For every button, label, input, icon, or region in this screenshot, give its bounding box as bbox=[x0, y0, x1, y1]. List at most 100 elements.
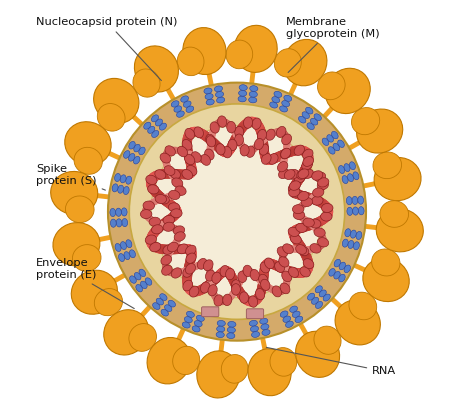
Ellipse shape bbox=[260, 318, 268, 324]
Ellipse shape bbox=[112, 184, 118, 192]
Ellipse shape bbox=[350, 230, 356, 238]
Ellipse shape bbox=[185, 263, 195, 274]
Ellipse shape bbox=[218, 116, 227, 127]
Ellipse shape bbox=[353, 172, 359, 180]
Ellipse shape bbox=[277, 162, 288, 172]
Ellipse shape bbox=[238, 271, 247, 282]
Ellipse shape bbox=[205, 149, 214, 160]
Ellipse shape bbox=[145, 278, 152, 285]
Ellipse shape bbox=[206, 134, 215, 145]
Ellipse shape bbox=[246, 146, 255, 157]
Ellipse shape bbox=[308, 293, 315, 300]
Ellipse shape bbox=[182, 322, 190, 328]
Ellipse shape bbox=[192, 326, 200, 332]
Ellipse shape bbox=[153, 303, 160, 309]
Ellipse shape bbox=[380, 201, 409, 227]
Ellipse shape bbox=[342, 175, 348, 184]
Ellipse shape bbox=[214, 86, 222, 92]
Ellipse shape bbox=[250, 270, 259, 281]
Ellipse shape bbox=[339, 262, 346, 270]
Ellipse shape bbox=[288, 267, 299, 277]
Ellipse shape bbox=[206, 136, 216, 147]
Ellipse shape bbox=[171, 101, 179, 107]
Ellipse shape bbox=[283, 39, 327, 86]
Ellipse shape bbox=[146, 175, 157, 185]
Ellipse shape bbox=[129, 250, 136, 258]
Ellipse shape bbox=[243, 265, 252, 277]
Ellipse shape bbox=[303, 218, 314, 227]
Ellipse shape bbox=[140, 210, 152, 219]
Ellipse shape bbox=[221, 355, 248, 383]
Ellipse shape bbox=[150, 242, 161, 252]
Ellipse shape bbox=[140, 281, 147, 289]
Ellipse shape bbox=[274, 48, 301, 77]
Ellipse shape bbox=[71, 270, 118, 314]
Ellipse shape bbox=[139, 269, 146, 277]
Ellipse shape bbox=[319, 290, 326, 297]
Ellipse shape bbox=[155, 170, 166, 179]
Ellipse shape bbox=[272, 286, 282, 297]
Ellipse shape bbox=[212, 272, 221, 284]
Ellipse shape bbox=[358, 196, 364, 204]
Ellipse shape bbox=[124, 252, 130, 260]
Ellipse shape bbox=[250, 85, 258, 91]
Ellipse shape bbox=[311, 196, 323, 205]
Ellipse shape bbox=[281, 148, 291, 159]
Ellipse shape bbox=[353, 207, 358, 215]
Ellipse shape bbox=[334, 271, 340, 279]
Ellipse shape bbox=[250, 326, 258, 332]
Ellipse shape bbox=[65, 122, 111, 166]
FancyBboxPatch shape bbox=[246, 309, 264, 319]
Ellipse shape bbox=[167, 242, 178, 252]
Ellipse shape bbox=[104, 310, 149, 355]
Ellipse shape bbox=[116, 208, 121, 216]
Ellipse shape bbox=[155, 119, 163, 126]
Ellipse shape bbox=[163, 222, 174, 231]
Ellipse shape bbox=[248, 349, 291, 396]
Ellipse shape bbox=[156, 298, 164, 305]
Ellipse shape bbox=[268, 154, 278, 164]
Ellipse shape bbox=[292, 311, 300, 317]
Ellipse shape bbox=[129, 323, 156, 351]
Ellipse shape bbox=[282, 101, 290, 107]
Ellipse shape bbox=[194, 321, 202, 327]
Ellipse shape bbox=[303, 157, 313, 166]
Ellipse shape bbox=[152, 225, 163, 234]
Ellipse shape bbox=[296, 223, 307, 233]
Ellipse shape bbox=[356, 109, 403, 153]
Ellipse shape bbox=[274, 91, 282, 97]
Ellipse shape bbox=[139, 147, 145, 155]
Ellipse shape bbox=[318, 178, 329, 187]
Ellipse shape bbox=[298, 169, 309, 178]
Ellipse shape bbox=[220, 266, 229, 277]
Ellipse shape bbox=[228, 321, 236, 327]
Ellipse shape bbox=[284, 170, 295, 180]
Ellipse shape bbox=[160, 153, 171, 163]
Ellipse shape bbox=[228, 139, 237, 151]
Ellipse shape bbox=[290, 306, 298, 312]
Ellipse shape bbox=[206, 99, 214, 105]
Ellipse shape bbox=[260, 262, 270, 273]
Ellipse shape bbox=[126, 240, 132, 248]
Ellipse shape bbox=[238, 96, 246, 102]
Ellipse shape bbox=[296, 245, 307, 254]
Ellipse shape bbox=[135, 46, 178, 92]
Ellipse shape bbox=[288, 227, 300, 236]
Ellipse shape bbox=[216, 143, 225, 155]
Ellipse shape bbox=[194, 127, 203, 138]
Ellipse shape bbox=[134, 156, 140, 164]
Ellipse shape bbox=[201, 282, 210, 293]
Ellipse shape bbox=[339, 274, 345, 282]
Ellipse shape bbox=[354, 242, 359, 250]
Ellipse shape bbox=[302, 149, 313, 159]
Ellipse shape bbox=[344, 265, 350, 272]
Ellipse shape bbox=[281, 148, 291, 159]
Ellipse shape bbox=[183, 280, 192, 291]
Ellipse shape bbox=[295, 316, 303, 323]
Ellipse shape bbox=[306, 107, 313, 114]
Ellipse shape bbox=[65, 196, 94, 223]
Ellipse shape bbox=[294, 145, 304, 155]
Ellipse shape bbox=[160, 294, 167, 300]
Ellipse shape bbox=[133, 69, 160, 97]
Ellipse shape bbox=[74, 147, 102, 174]
